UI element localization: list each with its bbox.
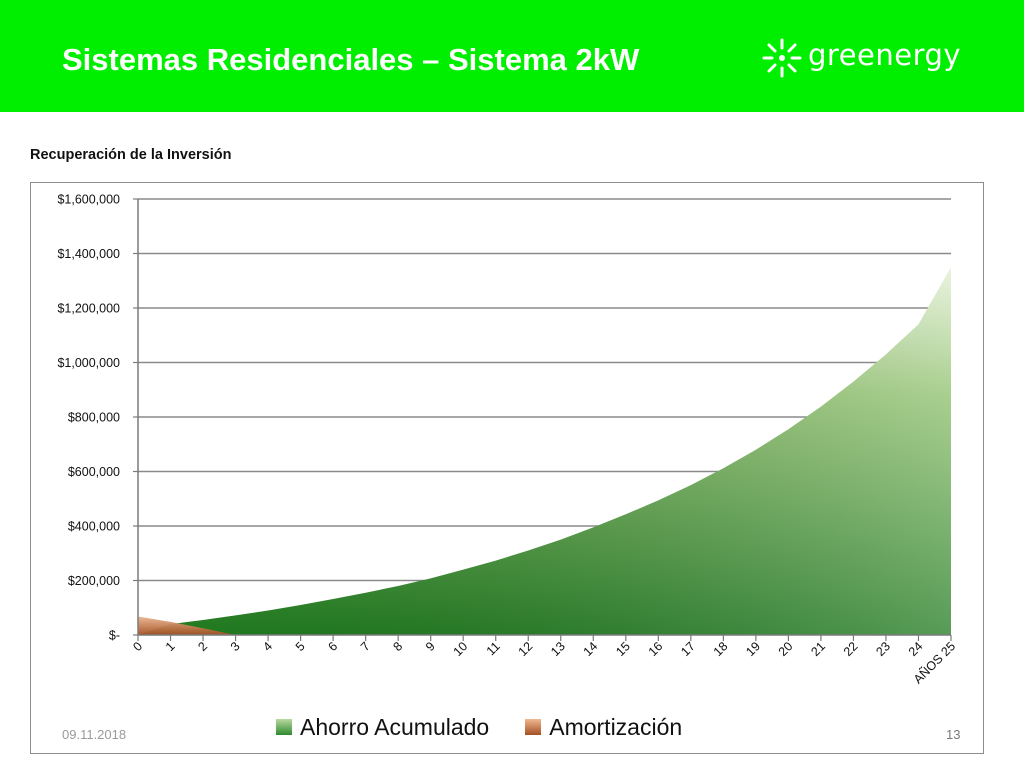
footer-date: 09.11.2018 — [62, 727, 127, 742]
x-tick-label: 5 — [293, 639, 308, 654]
chart-subtitle: Recuperación de la Inversión — [30, 147, 232, 163]
x-tick-label: 14 — [581, 639, 601, 659]
x-tick-label: 0 — [130, 639, 145, 654]
x-tick-label: 12 — [516, 639, 536, 659]
legend-swatch-amortizacion — [525, 719, 542, 735]
x-tick-label: 24 — [906, 639, 926, 659]
x-tick-label: 18 — [711, 639, 731, 659]
x-tick-label: 11 — [484, 639, 503, 658]
y-tick-label: $200,000 — [68, 574, 120, 588]
y-tick-label: $600,000 — [68, 465, 120, 479]
y-tick-label: $1,000,000 — [57, 356, 120, 370]
legend-label-ahorro: Ahorro Acumulado — [300, 713, 490, 740]
x-tick-label: 21 — [808, 639, 828, 659]
header-bar: Sistemas Residenciales – Sistema 2kW gre… — [0, 0, 1024, 112]
x-tick-label: 9 — [423, 639, 438, 654]
page-title: Sistemas Residenciales – Sistema 2kW — [62, 42, 640, 77]
legend-swatch-ahorro — [276, 719, 292, 735]
sun-icon — [762, 38, 802, 78]
x-tick-label: 4 — [260, 639, 275, 654]
x-tick-label: 1 — [163, 639, 178, 654]
x-tick-label: 15 — [613, 639, 633, 659]
y-tick-label: $- — [109, 629, 120, 643]
x-tick-label: 17 — [678, 639, 698, 659]
y-tick-label: $400,000 — [68, 520, 120, 534]
chart-frame: $- $200,000 $400,000 $600,000 $800,000 $1,000… — [30, 182, 984, 754]
x-tick-label: 19 — [743, 639, 763, 659]
x-tick-label: 22 — [841, 639, 861, 659]
x-tick-label: 2 — [195, 639, 210, 654]
x-tick-label: 10 — [451, 639, 471, 659]
x-tick-label: 16 — [646, 639, 666, 659]
greenergy-logo: greenergy — [760, 34, 962, 82]
x-tick-label: 23 — [873, 639, 893, 659]
footer-page-number: 13 — [946, 727, 961, 742]
series-ahorro-acumulado-highlight — [138, 267, 951, 635]
x-tick-label: 3 — [228, 639, 243, 654]
y-tick-label: $1,400,000 — [57, 247, 120, 261]
legend-label-amortizacion: Amortización — [549, 713, 683, 740]
legend-item-amortizacion: Amortización — [525, 714, 682, 741]
logo-text: greenergy — [808, 38, 962, 72]
x-tick-label: 13 — [548, 639, 568, 659]
x-tick-label: 8 — [390, 639, 405, 654]
y-tick-label: $800,000 — [68, 411, 120, 425]
chart-legend: Ahorro Acumulado Amortización — [276, 712, 718, 742]
legend-item-ahorro: Ahorro Acumulado — [276, 714, 489, 741]
y-tick-label: $1,200,000 — [57, 302, 120, 316]
x-tick-label: 7 — [358, 639, 373, 654]
y-tick-label: $1,600,000 — [57, 193, 120, 207]
x-tick-label: 20 — [776, 639, 796, 659]
series-amortizacion-area — [138, 616, 236, 635]
chart: $- $200,000 $400,000 $600,000 $800,000 $1,000… — [57, 193, 958, 687]
x-tick-label: 6 — [325, 639, 340, 654]
